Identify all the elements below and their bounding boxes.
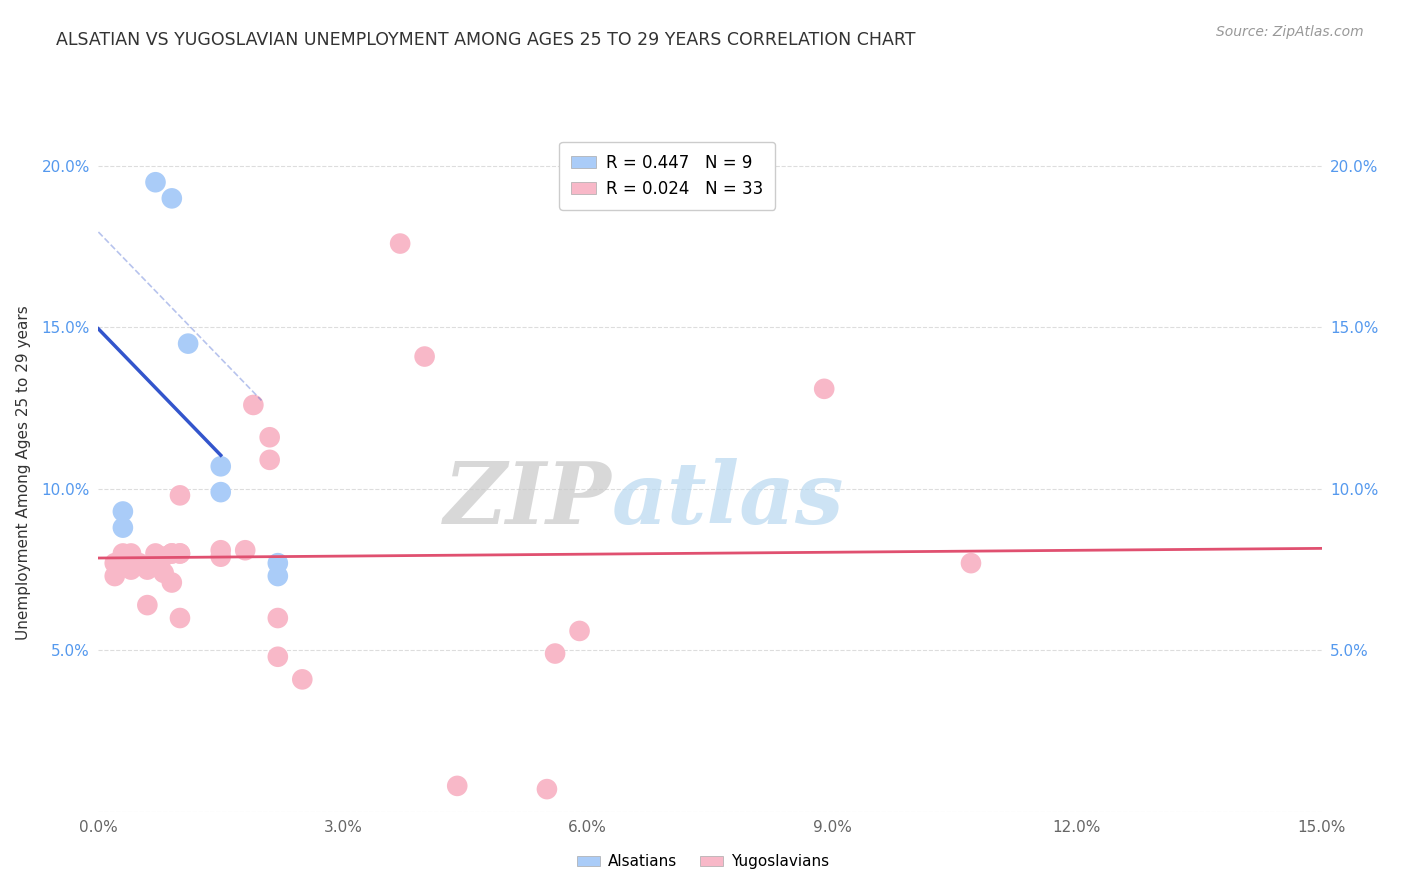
Point (813, 382, 835, 396)
Point (136, 598, 159, 612)
Point (169, 546, 191, 560)
Point (128, 556, 150, 570)
Text: Source: ZipAtlas.com: Source: ZipAtlas.com (1216, 25, 1364, 39)
Point (104, 556, 127, 570)
Point (259, 453, 281, 467)
Point (568, 624, 591, 638)
Point (160, 546, 183, 560)
Point (267, 649, 290, 664)
Point (209, 549, 232, 564)
Text: atlas: atlas (612, 458, 845, 541)
Point (291, 673, 314, 687)
Text: ZIP: ZIP (444, 458, 612, 541)
Point (536, 782, 558, 797)
Point (169, 611, 191, 625)
Legend: R = 0.447   N = 9, R = 0.024   N = 33: R = 0.447 N = 9, R = 0.024 N = 33 (560, 142, 775, 210)
Point (209, 485, 232, 500)
Point (120, 563, 142, 577)
Point (177, 336, 200, 351)
Point (145, 175, 167, 189)
Text: ALSATIAN VS YUGOSLAVIAN UNEMPLOYMENT AMONG AGES 25 TO 29 YEARS CORRELATION CHART: ALSATIAN VS YUGOSLAVIAN UNEMPLOYMENT AMO… (56, 31, 915, 49)
Point (152, 566, 174, 580)
Point (389, 236, 412, 251)
Point (267, 569, 290, 583)
Point (960, 556, 983, 570)
Point (267, 611, 290, 625)
Point (413, 350, 436, 364)
Point (111, 521, 134, 535)
Point (120, 546, 142, 560)
Point (160, 191, 183, 205)
Point (209, 459, 232, 474)
Point (169, 488, 191, 502)
Point (446, 779, 468, 793)
Point (242, 398, 264, 412)
Point (145, 546, 167, 560)
Point (136, 563, 159, 577)
Legend: Alsatians, Yugoslavians: Alsatians, Yugoslavians (571, 848, 835, 875)
Point (233, 543, 256, 558)
Point (145, 559, 167, 574)
Point (209, 543, 232, 558)
Point (169, 546, 191, 560)
Point (544, 647, 567, 661)
Point (259, 430, 281, 444)
Point (111, 546, 134, 560)
Point (111, 504, 134, 518)
Point (152, 549, 174, 564)
Point (104, 569, 127, 583)
Point (160, 546, 183, 560)
Point (267, 556, 290, 570)
Point (160, 575, 183, 590)
Y-axis label: Unemployment Among Ages 25 to 29 years: Unemployment Among Ages 25 to 29 years (15, 305, 31, 640)
